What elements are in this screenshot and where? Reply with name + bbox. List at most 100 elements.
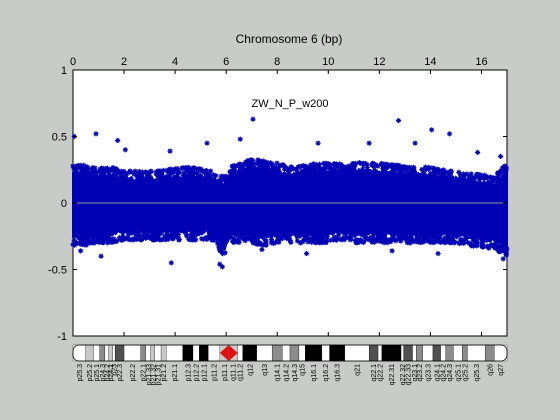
data-point-566 bbox=[184, 233, 190, 239]
data-point-1010 bbox=[85, 164, 91, 170]
data-point-1054 bbox=[451, 239, 458, 245]
band-p25.3 bbox=[72, 344, 86, 362]
data-point-999 bbox=[352, 163, 358, 170]
data-point-711 bbox=[380, 237, 386, 243]
x-tick-label-1: 2 bbox=[121, 56, 127, 68]
band-p12.2 bbox=[192, 344, 200, 362]
data-point-645 bbox=[230, 173, 236, 179]
data-point-873 bbox=[385, 171, 391, 178]
outlier-point-3 bbox=[395, 117, 402, 124]
band-q24.3 bbox=[445, 344, 454, 362]
band-q14.1 bbox=[271, 344, 283, 362]
data-point-882 bbox=[421, 169, 427, 175]
data-point-988 bbox=[298, 163, 304, 169]
data-point-786 bbox=[70, 241, 76, 248]
data-point-643 bbox=[192, 236, 198, 242]
data-point-1021 bbox=[411, 164, 417, 171]
band-label-p21.31: p21.31 bbox=[155, 364, 162, 386]
data-point-444 bbox=[180, 165, 186, 171]
data-point-970 bbox=[103, 167, 109, 174]
data-point-305 bbox=[360, 173, 366, 179]
data-point-838 bbox=[331, 234, 337, 241]
band-p11.2 bbox=[208, 344, 220, 362]
data-point-1015 bbox=[416, 233, 422, 240]
outlier-point-18 bbox=[168, 260, 174, 266]
band-p21.1 bbox=[166, 344, 183, 362]
data-point-604 bbox=[374, 231, 380, 237]
data-point-769 bbox=[429, 174, 435, 181]
band-q16.3 bbox=[329, 344, 346, 362]
data-point-905 bbox=[176, 237, 182, 243]
band-q16.1 bbox=[305, 344, 323, 362]
data-point-486 bbox=[281, 166, 288, 172]
data-point-798 bbox=[301, 237, 307, 243]
data-point-872 bbox=[427, 170, 434, 176]
data-point-715 bbox=[317, 165, 323, 172]
data-point-552 bbox=[176, 169, 182, 175]
band-label-p21.2: p21.2 bbox=[161, 364, 168, 382]
data-point-990 bbox=[479, 239, 485, 245]
data-point-671 bbox=[210, 172, 217, 178]
x-tick-label-8: 16 bbox=[475, 56, 487, 68]
band-label-q16.1: q16.1 bbox=[311, 364, 318, 382]
data-point-1088 bbox=[116, 170, 122, 176]
data-point-1083 bbox=[494, 175, 500, 181]
data-point-605 bbox=[384, 165, 390, 171]
plot-area: ZW_N_P_w200 0 2 4 6 8 10 12 14 16 -1 -0.5 0 0.5 1 bbox=[48, 56, 510, 343]
x-tick-label-7: 14 bbox=[424, 56, 436, 68]
data-point-1033 bbox=[188, 169, 194, 175]
data-point-357 bbox=[199, 236, 205, 242]
band-label-p11.1: p11.1 bbox=[222, 364, 229, 381]
band-q11.2 bbox=[237, 344, 243, 362]
data-point-1068 bbox=[481, 175, 487, 181]
data-point-980 bbox=[264, 167, 270, 173]
data-point-580 bbox=[233, 231, 239, 237]
band-p22.3 bbox=[114, 344, 125, 362]
y-tick-label-1: -0.5 bbox=[48, 265, 67, 277]
data-point-961 bbox=[156, 237, 162, 243]
band-label-p23: p23 bbox=[111, 364, 118, 376]
data-point-1046 bbox=[144, 234, 150, 240]
data-point-793 bbox=[395, 235, 401, 241]
data-point-956 bbox=[360, 166, 366, 172]
data-point-309 bbox=[338, 169, 344, 175]
band-q22.32 bbox=[400, 344, 404, 362]
band-p12.1 bbox=[199, 344, 209, 362]
band-label-q14.2: q14.2 bbox=[284, 364, 291, 382]
data-point-1081 bbox=[256, 163, 262, 169]
band-q12 bbox=[242, 344, 257, 362]
data-point-1034 bbox=[306, 168, 312, 174]
band-q23.3 bbox=[422, 344, 434, 362]
data-point-336 bbox=[112, 230, 119, 236]
data-point-1066 bbox=[415, 172, 422, 178]
data-point-751 bbox=[351, 232, 358, 238]
data-point-932 bbox=[166, 172, 172, 178]
data-point-691 bbox=[99, 165, 105, 171]
band-label-p11.2: p11.2 bbox=[212, 364, 219, 381]
band-p21.32 bbox=[150, 344, 155, 362]
data-point-694 bbox=[485, 244, 491, 250]
data-point-1079 bbox=[371, 161, 378, 167]
band-label-q13: q13 bbox=[262, 364, 269, 376]
data-point-935 bbox=[97, 238, 104, 244]
data-point-960 bbox=[126, 230, 133, 236]
data-point-215 bbox=[468, 171, 474, 177]
band-label-p21.33: p21.33 bbox=[146, 364, 153, 386]
band-label-q16.3: q16.3 bbox=[335, 364, 342, 382]
band-q22.1 bbox=[368, 344, 379, 362]
x-tick-label-5: 10 bbox=[322, 56, 334, 68]
x-tick-label-0: 0 bbox=[70, 56, 76, 68]
band-p25.1 bbox=[93, 344, 100, 362]
x-tick-label-4: 8 bbox=[274, 56, 280, 68]
outlier-point-4 bbox=[429, 127, 435, 133]
data-point-998 bbox=[122, 236, 128, 242]
data-point-540 bbox=[240, 163, 246, 170]
data-point-639 bbox=[291, 231, 297, 237]
outlier-point-12 bbox=[167, 148, 173, 154]
outlier-point-5 bbox=[446, 131, 453, 137]
band-label-p12.1: p12.1 bbox=[201, 364, 208, 382]
data-point-904 bbox=[339, 237, 345, 243]
band-q25.3 bbox=[467, 344, 486, 362]
band-label-q25.3: q25.3 bbox=[474, 364, 481, 382]
band-label-p24.1: p24.1 bbox=[108, 364, 115, 382]
